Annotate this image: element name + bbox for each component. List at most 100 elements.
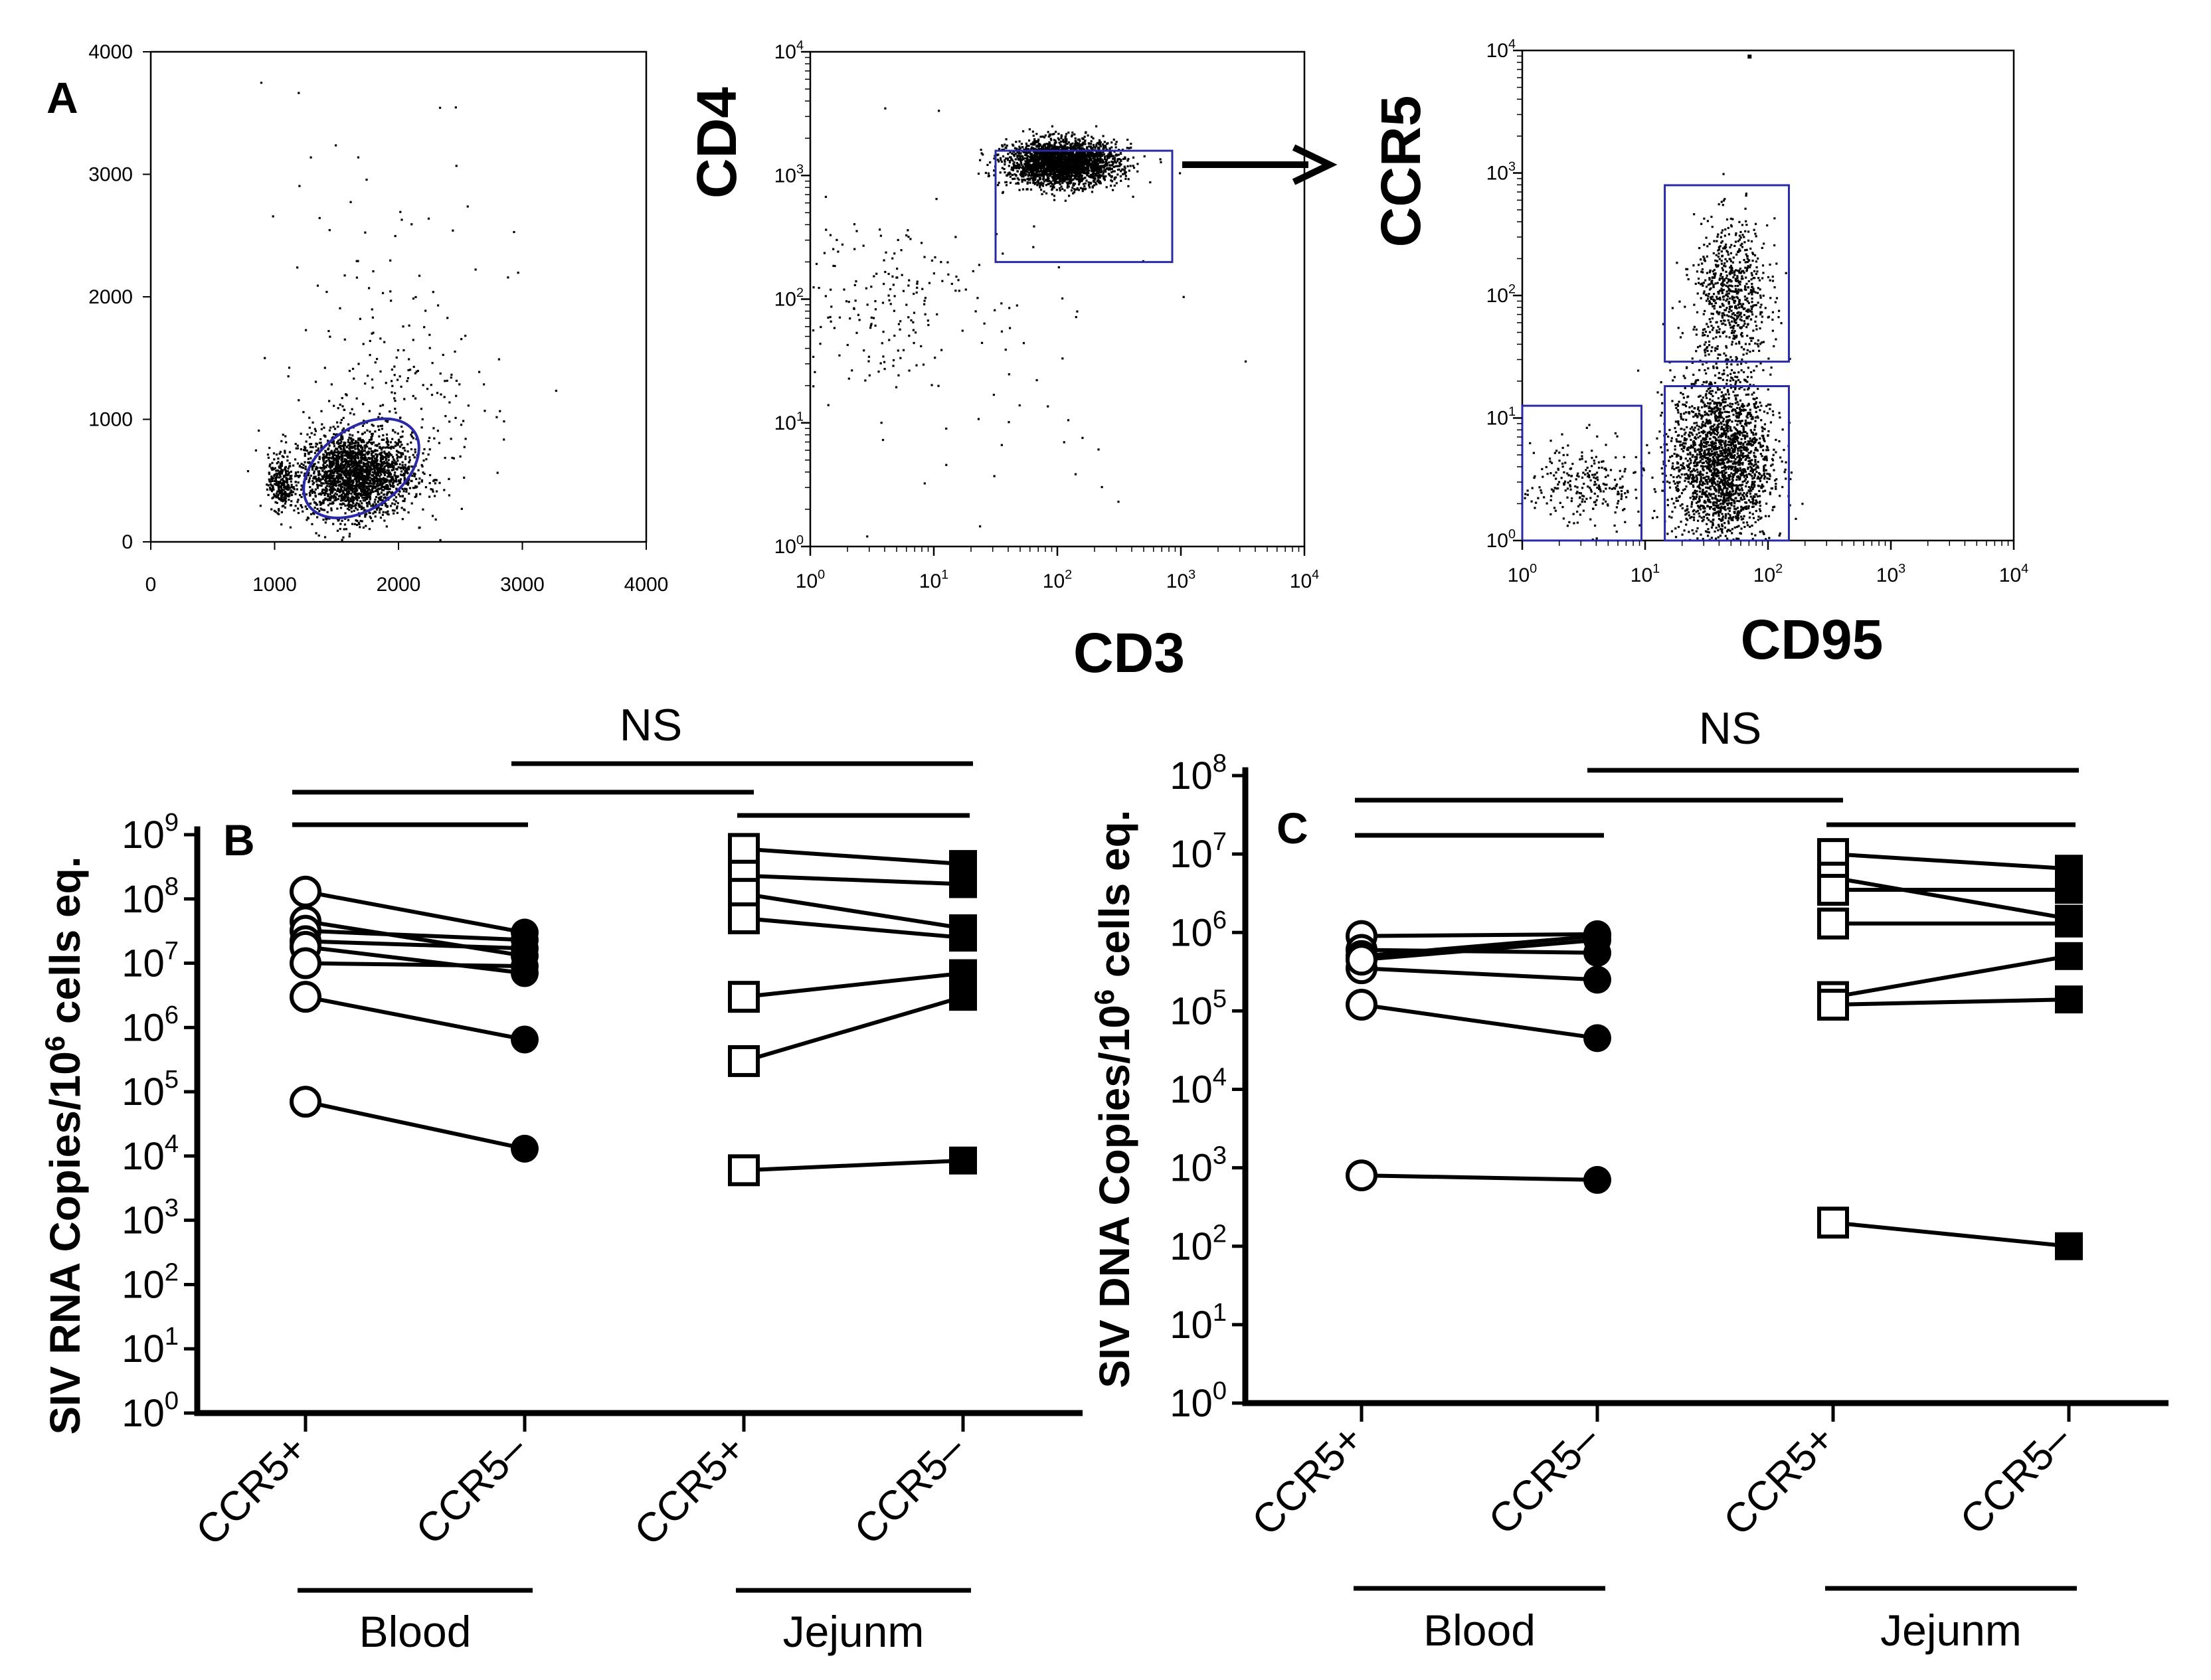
event-dot: [354, 485, 357, 488]
event-dot: [323, 473, 325, 477]
event-dot: [1092, 171, 1095, 174]
event-dot: [357, 486, 361, 489]
event-dot: [375, 485, 377, 488]
event-dot: [407, 369, 410, 372]
event-dot: [1043, 190, 1045, 193]
event-dot: [1073, 184, 1075, 187]
event-dot: [335, 481, 338, 484]
event-dot: [345, 462, 347, 464]
event-dot: [286, 495, 288, 497]
event-dot: [304, 454, 306, 458]
event-dot: [1136, 170, 1139, 173]
event-dot: [361, 494, 363, 497]
event-dot: [1102, 175, 1105, 177]
event-dot: [1122, 157, 1125, 160]
event-dot: [317, 493, 320, 495]
event-dot: [372, 505, 375, 508]
event-dot: [1016, 151, 1019, 154]
event-dot: [324, 478, 327, 481]
event-dot: [379, 479, 381, 482]
event-dot: [278, 452, 281, 455]
event-dot: [410, 502, 413, 505]
event-dot: [355, 397, 358, 400]
event-dot: [353, 463, 356, 466]
event-dot: [343, 471, 346, 474]
event-dot: [321, 456, 324, 459]
event-dot: [378, 428, 381, 431]
event-dot: [312, 512, 315, 515]
event-dot: [349, 454, 352, 457]
event-dot: [1086, 146, 1089, 149]
event-dot: [369, 481, 371, 485]
event-dot: [375, 489, 378, 492]
event-dot: [335, 462, 338, 465]
event-dot: [1069, 181, 1072, 183]
event-dot: [365, 444, 367, 448]
event-dot: [313, 470, 315, 473]
event-dot: [355, 504, 357, 507]
event-dot: [1014, 147, 1016, 149]
event-dot: [365, 475, 368, 477]
event-dot: [362, 462, 365, 464]
event-dot: [350, 452, 353, 455]
y-tick-label: 4000: [88, 41, 133, 63]
event-dot: [375, 485, 378, 487]
event-dot: [1119, 152, 1122, 155]
event-dot: [320, 501, 323, 505]
event-dot: [351, 471, 353, 473]
event-dot: [1001, 167, 1004, 169]
event-dot: [359, 485, 362, 488]
event-dot: [375, 461, 378, 463]
event-dot: [304, 472, 306, 475]
event-dot: [325, 455, 328, 458]
event-dot: [1069, 164, 1071, 167]
event-dot: [355, 484, 358, 487]
event-dot: [1083, 135, 1086, 138]
event-dot: [1016, 177, 1019, 180]
event-dot: [341, 503, 344, 505]
event-dot: [1039, 186, 1041, 189]
event-dot: [1081, 168, 1083, 171]
event-dot: [389, 465, 392, 468]
event-dot: [1128, 169, 1130, 172]
event-dot: [1012, 169, 1014, 171]
event-dot: [1105, 175, 1107, 178]
event-dot: [1011, 166, 1014, 169]
event-dot: [324, 491, 327, 494]
event-dot: [394, 475, 397, 477]
event-dot: [1029, 153, 1032, 155]
event-dot: [276, 496, 279, 499]
event-dot: [373, 456, 375, 458]
event-dot: [1033, 153, 1036, 156]
event-dot: [1025, 144, 1028, 147]
event-dot: [1079, 144, 1081, 147]
event-dot: [365, 481, 367, 483]
event-dot: [410, 434, 412, 436]
event-dot: [337, 488, 339, 491]
event-dot: [1012, 177, 1014, 181]
event-dot: [339, 475, 342, 477]
event-dot: [1097, 151, 1099, 153]
event-dot: [367, 464, 369, 467]
event-dot: [363, 474, 366, 477]
event-dot: [270, 477, 273, 481]
event-dot: [353, 505, 356, 507]
event-dot: [352, 452, 355, 455]
event-dot: [1061, 160, 1064, 163]
event-dot: [318, 442, 321, 444]
event-dot: [1091, 173, 1095, 175]
event-dot: [350, 460, 353, 463]
event-dot: [401, 430, 404, 433]
event-dot: [1035, 161, 1038, 164]
event-dot: [371, 488, 374, 491]
event-dot: [1091, 170, 1093, 173]
event-dot: [1067, 155, 1071, 157]
event-dot: [343, 483, 345, 485]
event-dot: [1018, 140, 1021, 143]
event-dot: [408, 461, 410, 463]
event-dot: [356, 499, 359, 502]
event-dot: [395, 467, 398, 471]
event-dot: [347, 471, 349, 475]
event-dot: [332, 463, 335, 466]
event-dot: [1051, 165, 1054, 167]
